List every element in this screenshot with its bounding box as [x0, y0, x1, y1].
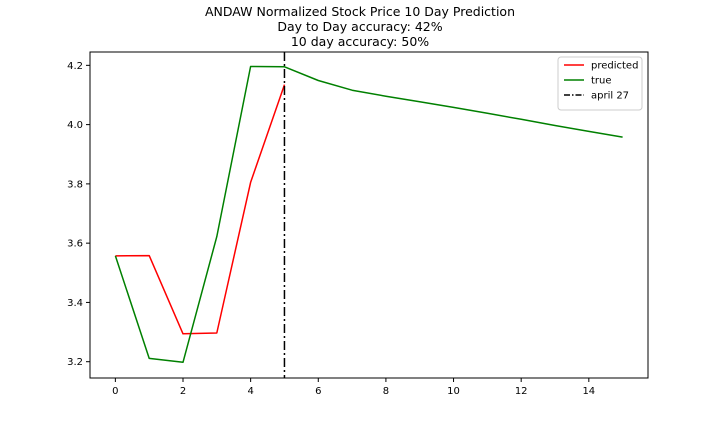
legend-box [557, 56, 643, 111]
chart-subtitle-day-accuracy: Day to Day accuracy: 42% [277, 19, 443, 34]
series-line-true [114, 65, 623, 364]
x-tick-label: 6 [315, 386, 321, 397]
axes-frame [89, 51, 649, 379]
y-tick-label: 3.2 [67, 357, 83, 368]
x-tick-label: 8 [383, 386, 389, 397]
x-tick-label: 2 [180, 386, 186, 397]
plot-lines [114, 52, 623, 378]
x-tick-label: 14 [582, 386, 595, 397]
y-axis-ticks: 3.2 3.4 3.6 3.8 4.0 4.2 [67, 61, 90, 368]
y-tick-label: 3.8 [67, 179, 83, 190]
legend-label: true [591, 76, 612, 87]
x-tick-label: 0 [112, 386, 118, 397]
x-tick-label: 12 [515, 386, 528, 397]
y-tick-label: 4.2 [67, 61, 83, 72]
chart-title: ANDAW Normalized Stock Price 10 Day Pred… [204, 4, 516, 19]
y-tick-label: 3.4 [67, 298, 83, 309]
legend-label: predicted [591, 61, 638, 72]
legend-label: april 27 [591, 91, 629, 102]
chart-subtitle-10day-accuracy: 10 day accuracy: 50% [290, 34, 430, 49]
x-tick-label: 10 [447, 386, 460, 397]
x-axis-ticks: 0 2 4 6 8 10 12 14 [112, 378, 595, 397]
legend: predicted true april 27 [557, 56, 643, 111]
x-tick-label: 4 [247, 386, 253, 397]
y-tick-label: 4.0 [67, 120, 83, 131]
y-tick-label: 3.6 [67, 239, 83, 250]
series-line-predicted [115, 84, 286, 335]
